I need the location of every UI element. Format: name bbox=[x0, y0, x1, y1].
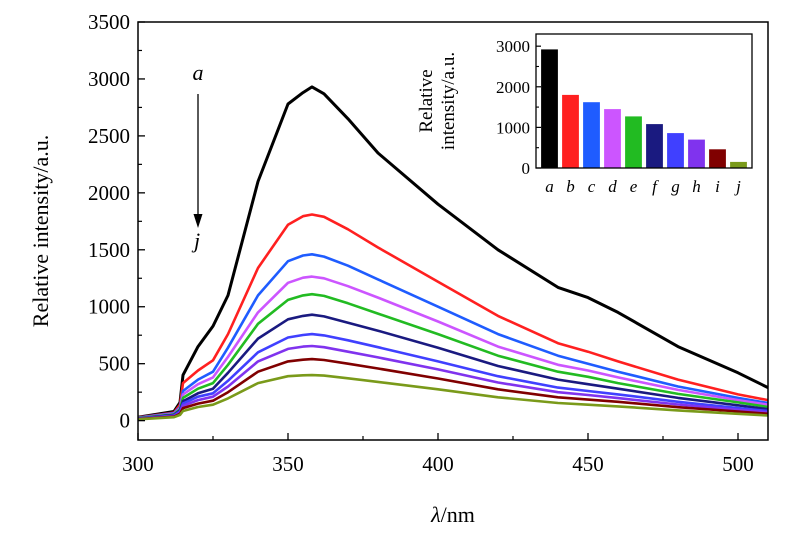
inset-x-label-a: a bbox=[545, 177, 554, 196]
main-x-ticks: 300 350 400 450 500 bbox=[122, 433, 754, 476]
x-tick-label: 350 bbox=[272, 452, 304, 476]
inset-y-axis-label-line2: intensity/a.u. bbox=[438, 52, 459, 150]
series-line-j bbox=[137, 373, 769, 421]
inset-bar-i bbox=[709, 149, 726, 168]
inset-y-tick-label: 3000 bbox=[496, 37, 530, 56]
main-y-ticks: 0 500 1000 1500 2000 2500 3000 3500 bbox=[88, 10, 145, 433]
inset-x-label-i: i bbox=[715, 177, 720, 196]
series-line-e bbox=[137, 292, 769, 420]
inset-x-label-d: d bbox=[608, 177, 617, 196]
y-tick-label: 2000 bbox=[88, 181, 130, 205]
inset-x-label-e: e bbox=[630, 177, 638, 196]
arrow-head bbox=[193, 214, 203, 228]
series-line-b bbox=[137, 213, 769, 419]
main-plot-frame bbox=[137, 21, 769, 441]
series-line-c bbox=[137, 253, 769, 419]
x-axis-symbol: λ bbox=[430, 502, 441, 527]
inset-bar-b bbox=[562, 94, 579, 168]
inset-bar-e bbox=[625, 116, 642, 168]
inset-bar-c bbox=[583, 102, 600, 168]
x-tick-label: 400 bbox=[422, 452, 454, 476]
main-series-group bbox=[137, 85, 769, 421]
inset-bar-a bbox=[541, 49, 558, 168]
inset-y-ticks: 0 1000 2000 3000 bbox=[496, 37, 541, 178]
main-plot: 300 350 400 450 500 0 500 1000 1500 2000 2500 3000… bbox=[28, 10, 769, 527]
inset-y-tick-label: 1000 bbox=[496, 118, 530, 137]
y-tick-label: 0 bbox=[120, 409, 131, 433]
x-axis-label: λ/nm bbox=[430, 502, 475, 527]
y-axis-label: Relative intensity/a.u. bbox=[28, 135, 53, 327]
y-tick-label: 3500 bbox=[88, 10, 130, 34]
y-tick-label: 3000 bbox=[88, 67, 130, 91]
arrow-end-label: j bbox=[191, 228, 200, 253]
x-tick-label: 500 bbox=[722, 452, 754, 476]
inset-x-label-b: b bbox=[566, 177, 575, 196]
inset-bar-f bbox=[646, 124, 663, 168]
inset-plot-frame bbox=[535, 33, 753, 169]
inset-x-label-c: c bbox=[588, 177, 596, 196]
inset-bar-h bbox=[688, 139, 705, 168]
x-tick-label: 450 bbox=[572, 452, 604, 476]
inset-bar-d bbox=[604, 109, 621, 168]
inset-y-tick-label: 2000 bbox=[496, 78, 530, 97]
x-tick-label: 300 bbox=[122, 452, 154, 476]
inset-x-label-h: h bbox=[692, 177, 701, 196]
inset-y-tick-label: 0 bbox=[522, 159, 531, 178]
series-line-a bbox=[137, 85, 769, 419]
arrow-start-label: a bbox=[193, 60, 204, 85]
inset-bars-group bbox=[536, 34, 752, 168]
inset-x-label-j: j bbox=[734, 177, 741, 196]
inset-x-label-f: f bbox=[652, 177, 659, 196]
x-axis-unit: /nm bbox=[441, 502, 475, 527]
series-line-h bbox=[137, 344, 769, 421]
inset-bar-g bbox=[667, 133, 684, 168]
series-order-arrow: a j bbox=[191, 60, 204, 253]
inset-y-axis-label-line1: Relative bbox=[416, 69, 437, 132]
inset-bar-j bbox=[730, 161, 747, 168]
y-tick-label: 1500 bbox=[88, 238, 130, 262]
series-line-d bbox=[137, 275, 769, 420]
y-tick-label: 500 bbox=[99, 352, 131, 376]
series-line-g bbox=[137, 332, 769, 420]
series-line-f bbox=[137, 313, 769, 420]
series-line-i bbox=[137, 357, 769, 421]
y-tick-label: 1000 bbox=[88, 295, 130, 319]
inset-x-label-g: g bbox=[671, 177, 680, 196]
y-tick-label: 2500 bbox=[88, 124, 130, 148]
